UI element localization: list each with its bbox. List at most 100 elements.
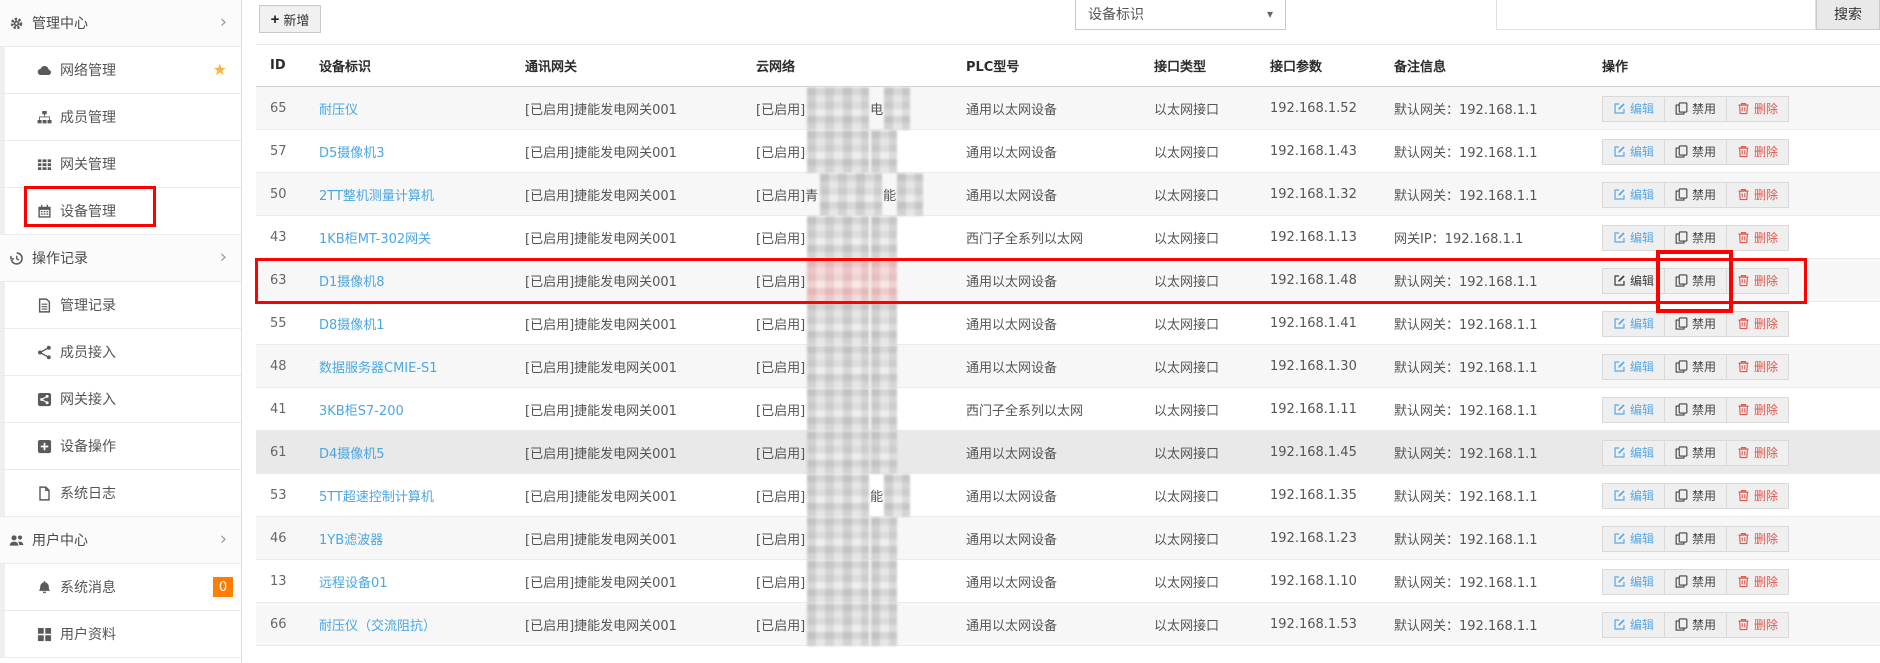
disable-button[interactable]: 禁用 (1664, 310, 1728, 337)
delete-button[interactable]: 删除 (1726, 95, 1790, 122)
add-device-button[interactable]: + 新增 (259, 5, 321, 33)
sidebar-item-member-access[interactable]: 成员接入 (0, 329, 241, 376)
device-link[interactable]: 1KB柜MT-302网关 (319, 232, 432, 247)
device-link[interactable]: 耐压仪（交流阻抗） (319, 619, 437, 634)
sidebar-item-device-operations[interactable]: 设备操作 (0, 423, 241, 470)
edit-button[interactable]: 编辑 (1602, 525, 1666, 552)
edit-button[interactable]: 编辑 (1602, 310, 1666, 337)
table-row[interactable]: 13 远程设备01 [已启用]捷能发电网关001 [已启用] 通用以太网设备 以… (256, 560, 1880, 603)
sidebar-item-member-management[interactable]: 成员管理 (0, 94, 241, 141)
edit-button[interactable]: 编辑 (1602, 224, 1666, 251)
disable-button[interactable]: 禁用 (1664, 181, 1728, 208)
table-row[interactable]: 43 1KB柜MT-302网关 [已启用]捷能发电网关001 [已启用] 西门子… (256, 216, 1880, 259)
table-row[interactable]: 46 1YB滤波器 [已启用]捷能发电网关001 [已启用] 通用以太网设备 以… (256, 517, 1880, 560)
sidebar-item-system-messages[interactable]: 系统消息 0 (0, 564, 241, 611)
edit-button[interactable]: 编辑 (1602, 95, 1666, 122)
sidebar-item-user-profile[interactable]: 用户资料 (0, 611, 241, 658)
delete-button[interactable]: 删除 (1726, 353, 1790, 380)
row-gateway: [已启用]捷能发电网关001 (525, 318, 677, 333)
delete-button[interactable]: 删除 (1726, 611, 1790, 638)
device-link[interactable]: 远程设备01 (319, 576, 388, 591)
cloud-suffix: 能 (883, 189, 897, 204)
row-interface-type: 以太网接口 (1154, 318, 1220, 333)
device-link[interactable]: 耐压仪 (319, 103, 359, 118)
search-input[interactable] (1496, 0, 1816, 30)
disable-button[interactable]: 禁用 (1664, 95, 1728, 122)
sidebar-item-network-management[interactable]: 网络管理 ★ (0, 47, 241, 94)
delete-button[interactable]: 删除 (1726, 482, 1790, 509)
disable-button[interactable]: 禁用 (1664, 224, 1728, 251)
table-row[interactable]: 50 2TT整机测量计算机 [已启用]捷能发电网关001 [已启用]青 能 通用… (256, 173, 1880, 216)
edit-button[interactable]: 编辑 (1602, 439, 1666, 466)
device-filter-select[interactable]: 设备标识 ▾ (1075, 0, 1286, 30)
row-interface-param: 192.168.1.13 (1270, 230, 1357, 245)
delete-button[interactable]: 删除 (1726, 568, 1790, 595)
edit-button[interactable]: 编辑 (1602, 267, 1666, 294)
device-link[interactable]: D1摄像机8 (319, 275, 385, 290)
disable-button[interactable]: 禁用 (1664, 525, 1728, 552)
table-row[interactable]: 65 耐压仪 [已启用]捷能发电网关001 [已启用] 电 通用以太网设备 以太… (256, 87, 1880, 130)
disable-button[interactable]: 禁用 (1664, 611, 1728, 638)
row-interface-type: 以太网接口 (1154, 404, 1220, 419)
row-actions: 编辑 禁用 删除 (1602, 439, 1880, 466)
device-link[interactable]: D5摄像机3 (319, 146, 385, 161)
delete-button[interactable]: 删除 (1726, 310, 1790, 337)
cloud-prefix: [已启用] (756, 576, 806, 591)
device-link[interactable]: 5TT超速控制计算机 (319, 490, 434, 505)
delete-button[interactable]: 删除 (1726, 181, 1790, 208)
delete-button[interactable]: 删除 (1726, 267, 1790, 294)
device-link[interactable]: 3KB柜S7-200 (319, 404, 404, 419)
table-row[interactable]: 66 耐压仪（交流阻抗） [已启用]捷能发电网关001 [已启用] 通用以太网设… (256, 603, 1880, 646)
sidebar-group-user-center[interactable]: 用户中心 › (0, 517, 241, 564)
search-button[interactable]: 搜索 (1816, 0, 1880, 30)
delete-button[interactable]: 删除 (1726, 439, 1790, 466)
edit-button[interactable]: 编辑 (1602, 138, 1666, 165)
device-link[interactable]: 1YB滤波器 (319, 533, 384, 548)
table-row[interactable]: 55 D8摄像机1 [已启用]捷能发电网关001 [已启用] 通用以太网设备 以… (256, 302, 1880, 345)
sidebar-item-label: 成员管理 (60, 110, 116, 126)
device-link[interactable]: D4摄像机5 (319, 447, 385, 462)
disable-button[interactable]: 禁用 (1664, 482, 1728, 509)
delete-button[interactable]: 删除 (1726, 525, 1790, 552)
sidebar-item-gateway-management[interactable]: 网关管理 (0, 141, 241, 188)
table-row[interactable]: 53 5TT超速控制计算机 [已启用]捷能发电网关001 [已启用] 能 通用以… (256, 474, 1880, 517)
edit-button[interactable]: 编辑 (1602, 181, 1666, 208)
disable-button[interactable]: 禁用 (1664, 396, 1728, 423)
device-link[interactable]: D8摄像机1 (319, 318, 385, 333)
delete-button[interactable]: 删除 (1726, 138, 1790, 165)
table-row[interactable]: 57 D5摄像机3 [已启用]捷能发电网关001 [已启用] 通用以太网设备 以… (256, 130, 1880, 173)
device-link[interactable]: 2TT整机测量计算机 (319, 189, 434, 204)
edit-button[interactable]: 编辑 (1602, 568, 1666, 595)
disable-button[interactable]: 禁用 (1664, 568, 1728, 595)
disable-button[interactable]: 禁用 (1664, 138, 1728, 165)
table-row[interactable]: 63 D1摄像机8 [已启用]捷能发电网关001 [已启用] 通用以太网设备 以… (256, 259, 1880, 302)
edit-button[interactable]: 编辑 (1602, 353, 1666, 380)
sidebar-group-management-center[interactable]: 管理中心 › (0, 0, 241, 47)
sidebar-item-device-management[interactable]: 设备管理 (0, 188, 241, 235)
edit-button[interactable]: 编辑 (1602, 482, 1666, 509)
cloud-prefix: [已启用] (756, 232, 806, 247)
row-remark: 默认网关：192.168.1.1 (1394, 189, 1538, 204)
bell-icon (36, 579, 53, 596)
row-remark: 默认网关：192.168.1.1 (1394, 275, 1538, 290)
sidebar-item-management-records[interactable]: 管理记录 (0, 282, 241, 329)
disable-button[interactable]: 禁用 (1664, 353, 1728, 380)
edit-button[interactable]: 编辑 (1602, 611, 1666, 638)
disable-button[interactable]: 禁用 (1664, 267, 1728, 294)
sidebar-item-system-logs[interactable]: 系统日志 (0, 470, 241, 517)
row-actions: 编辑 禁用 删除 (1602, 568, 1880, 595)
table-row[interactable]: 61 D4摄像机5 [已启用]捷能发电网关001 [已启用] 通用以太网设备 以… (256, 431, 1880, 474)
disable-icon (1675, 403, 1688, 416)
sidebar-item-label: 操作记录 (32, 251, 88, 267)
table-row[interactable]: 41 3KB柜S7-200 [已启用]捷能发电网关001 [已启用] 西门子全系… (256, 388, 1880, 431)
sidebar-item-gateway-access[interactable]: 网关接入 (0, 376, 241, 423)
device-link[interactable]: 数据服务器CMIE-S1 (319, 361, 438, 376)
delete-button[interactable]: 删除 (1726, 396, 1790, 423)
edit-button[interactable]: 编辑 (1602, 396, 1666, 423)
disable-button[interactable]: 禁用 (1664, 439, 1728, 466)
delete-button[interactable]: 删除 (1726, 224, 1790, 251)
table-row[interactable]: 48 数据服务器CMIE-S1 [已启用]捷能发电网关001 [已启用] 通用以… (256, 345, 1880, 388)
edit-icon (1614, 275, 1625, 286)
file-icon (36, 485, 53, 502)
sidebar-group-operation-records[interactable]: 操作记录 › (0, 235, 241, 282)
